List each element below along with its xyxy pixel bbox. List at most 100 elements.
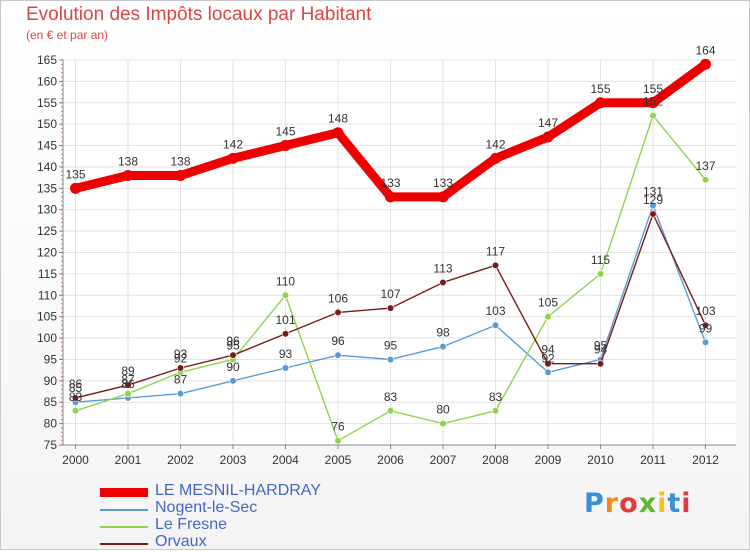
- data-label: 110: [276, 274, 295, 288]
- data-point: [71, 407, 80, 415]
- data-label: 92: [174, 351, 188, 365]
- data-label: 145: [275, 125, 295, 139]
- tick-label-y: 80: [44, 417, 58, 431]
- data-label: 105: [538, 296, 558, 310]
- data-label: 86: [69, 377, 83, 391]
- data-point: [122, 170, 134, 181]
- data-point: [70, 182, 81, 194]
- data-label: 129: [643, 193, 663, 207]
- legend-label: Nogent-le-Sec: [155, 499, 258, 516]
- data-label: 89: [121, 364, 135, 378]
- legend-swatch: [100, 488, 148, 497]
- data-point: [280, 140, 291, 152]
- data-label: 117: [486, 244, 505, 258]
- legend-label: LE MESNIL-HARDRAY: [155, 482, 321, 499]
- data-point: [544, 360, 552, 368]
- legend-swatch: [100, 508, 148, 511]
- tick-label-y: 115: [38, 267, 57, 281]
- data-label: 94: [594, 343, 608, 357]
- logo-letter: r: [604, 488, 620, 519]
- data-point: [71, 394, 80, 402]
- data-point: [281, 291, 290, 299]
- data-label: 90: [226, 360, 240, 374]
- data-label: 94: [541, 343, 555, 357]
- data-point: [700, 58, 711, 70]
- data-point: [332, 127, 344, 139]
- tick-label-x: 2009: [535, 453, 562, 467]
- tick-label-x: 2002: [167, 453, 194, 467]
- data-label: 147: [538, 116, 558, 130]
- chart-subtitle: (en € et par an): [26, 28, 109, 42]
- data-point: [124, 390, 132, 398]
- data-point: [281, 330, 290, 338]
- data-label: 137: [695, 159, 715, 173]
- data-label: 135: [65, 167, 85, 181]
- tick-label-x: 2005: [325, 453, 352, 467]
- data-label: 131: [643, 184, 663, 198]
- tick-label-y: 130: [37, 203, 57, 217]
- tick-label-y: 135: [37, 181, 57, 195]
- data-label: 142: [485, 137, 505, 151]
- data-label: 95: [594, 338, 608, 352]
- data-point: [491, 321, 500, 329]
- data-point: [439, 278, 447, 287]
- tick-label-y: 140: [37, 160, 57, 174]
- tick-label-y: 90: [44, 374, 58, 388]
- data-point: [385, 191, 396, 203]
- data-label: 138: [118, 155, 138, 169]
- tick-label-y: 145: [37, 139, 57, 153]
- data-label: 103: [485, 304, 505, 318]
- data-label: 164: [695, 43, 715, 57]
- tick-label-y: 105: [37, 310, 57, 324]
- tick-label-x: 2001: [115, 453, 142, 467]
- data-point: [281, 364, 290, 372]
- data-point: [334, 308, 342, 316]
- data-label: 93: [174, 347, 188, 361]
- data-label: 107: [380, 287, 400, 301]
- tick-label-y: 110: [38, 288, 57, 302]
- tick-label-x: 2008: [482, 453, 509, 467]
- data-point: [490, 152, 501, 164]
- proxiti-logo: Proxiti: [584, 488, 692, 519]
- data-label: 98: [436, 326, 450, 340]
- data-point: [596, 360, 605, 368]
- data-point: [386, 355, 395, 364]
- tick-label-y: 150: [37, 117, 57, 131]
- data-point: [701, 338, 710, 346]
- data-label: 96: [226, 334, 240, 348]
- data-point: [542, 131, 554, 143]
- data-point: [386, 407, 395, 415]
- chart-title: Evolution des Impôts locaux par Habitant: [26, 4, 372, 25]
- data-label: 99: [699, 321, 713, 335]
- data-point: [649, 210, 657, 218]
- tick-label-x: 2011: [640, 453, 666, 467]
- data-point: [229, 377, 237, 385]
- legend-label: Orvaux: [155, 533, 207, 550]
- data-point: [491, 407, 500, 415]
- legend-swatch: [100, 542, 148, 545]
- data-point: [647, 97, 659, 109]
- data-point: [649, 201, 657, 210]
- data-point: [596, 270, 605, 278]
- data-label: 101: [275, 313, 295, 327]
- data-label: 83: [69, 390, 83, 404]
- data-point: [176, 364, 185, 372]
- data-label: 92: [541, 351, 555, 365]
- data-label: 95: [226, 338, 240, 352]
- data-point: [437, 191, 449, 203]
- data-label: 113: [433, 261, 452, 275]
- legend-swatch: [100, 525, 148, 528]
- data-label: 115: [591, 253, 610, 267]
- data-point: [176, 390, 185, 398]
- data-label: 152: [643, 95, 663, 109]
- tick-label-y: 125: [37, 224, 57, 238]
- data-label: 155: [643, 82, 663, 96]
- data-point: [544, 313, 552, 321]
- data-point: [227, 152, 239, 164]
- data-label: 142: [223, 137, 243, 151]
- logo-letter: t: [667, 488, 682, 519]
- data-point: [334, 437, 342, 445]
- data-point: [386, 304, 395, 312]
- logo-letter: o: [619, 488, 639, 519]
